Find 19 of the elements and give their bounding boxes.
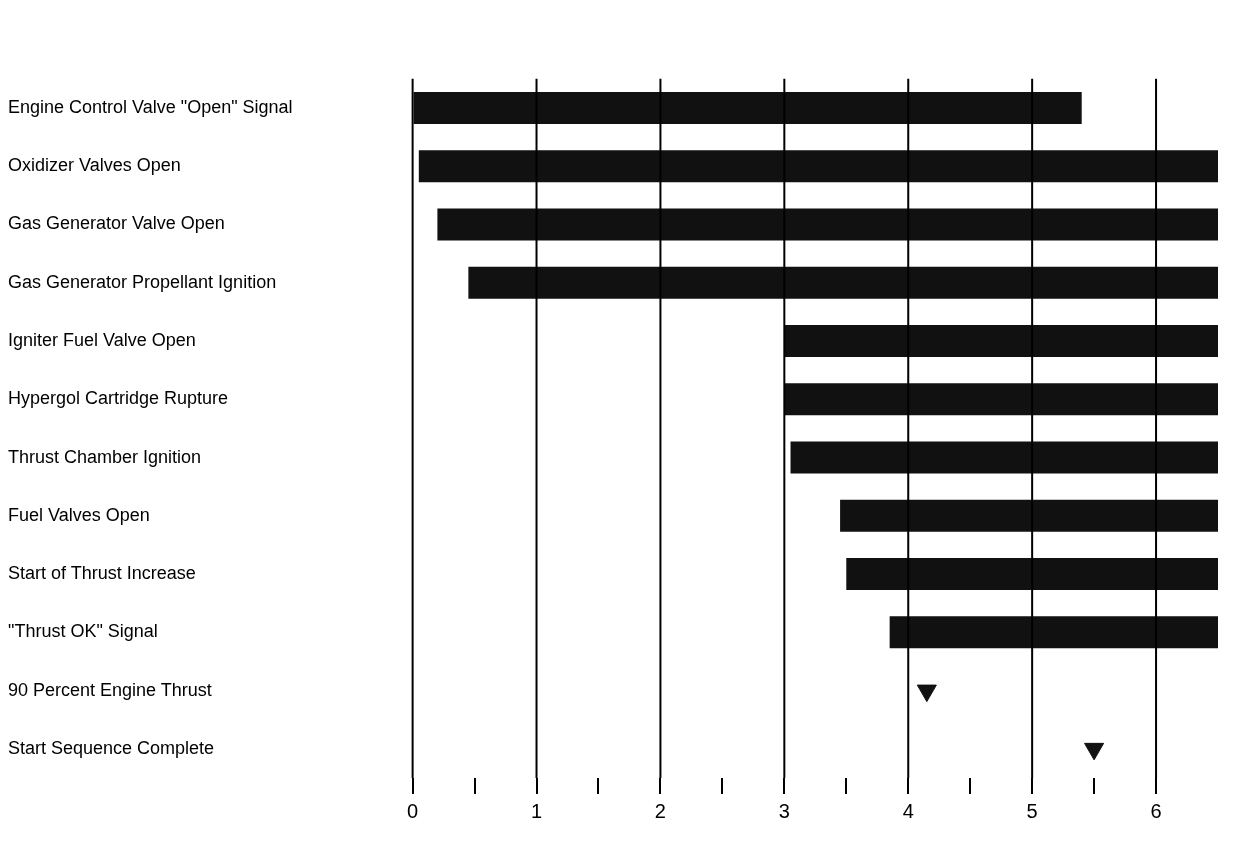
x-tick-label: 4 [902,799,914,822]
y-tick-label: Igniter Fuel Valve Open [8,329,196,350]
y-tick-label: Gas Generator Valve Open [8,213,225,234]
x-tick-label: 0 [407,799,419,822]
y-tick-label: Thrust Chamber Ignition [8,446,202,467]
y-tick-label: 90 Percent Engine Thrust [8,679,212,700]
y-tick-label: Engine Control Valve "Open" Signal [8,96,293,117]
x-tick-label: 3 [778,799,790,822]
x-tick-label: 6 [1150,799,1162,822]
y-tick-label: Fuel Valves Open [8,504,150,525]
x-tick-label: 2 [654,799,666,822]
x-tick-label: 5 [1026,799,1038,822]
y-tick-label: Hypergol Cartridge Rupture [8,388,229,409]
y-tick-label: Oxidizer Valves Open [8,155,181,176]
y-tick-label: Gas Generator Propellant Ignition [8,271,277,292]
y-tick-label: "Thrust OK" Signal [8,621,158,642]
y-tick-label: Start Sequence Complete [8,737,215,758]
x-tick-label: 1 [530,799,543,822]
y-tick-label: Start of Thrust Increase [8,563,196,584]
